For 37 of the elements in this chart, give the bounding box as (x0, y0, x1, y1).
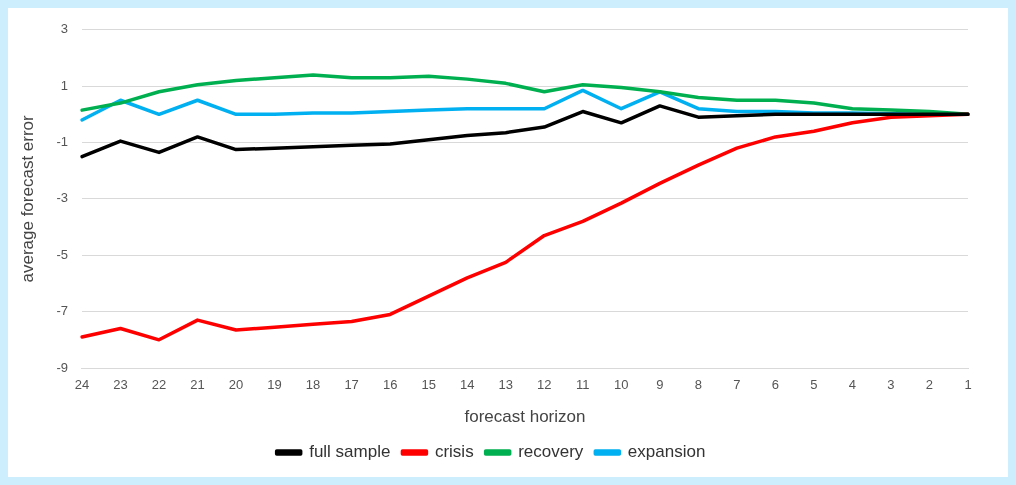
x-tick-label: 6 (771, 377, 779, 393)
x-tick-label: 18 (305, 377, 321, 393)
x-tick-label: 22 (151, 377, 167, 393)
x-tick-label: 7 (733, 377, 741, 393)
y-tick-label: 1 (60, 77, 68, 93)
x-tick-label: 17 (344, 377, 359, 393)
x-tick-label: 9 (656, 377, 664, 393)
y-tick-label: -7 (56, 303, 68, 319)
y-tick-label: -1 (56, 134, 68, 150)
x-tick-label: 3 (887, 377, 895, 393)
x-tick-label: 15 (421, 377, 436, 393)
x-tick-label: 12 (537, 377, 552, 393)
x-tick-label: 19 (267, 377, 282, 393)
x-tick-label: 21 (190, 377, 205, 393)
x-tick-label: 2 (925, 377, 934, 393)
x-tick-label: 24 (74, 377, 90, 393)
x-tick-label: 20 (228, 377, 244, 393)
y-tick-label: -3 (56, 190, 68, 206)
legend-label: recovery (518, 442, 584, 462)
x-tick-label: 8 (694, 377, 702, 393)
legend-label: full sample (309, 442, 391, 462)
x-tick-label: 1 (964, 377, 972, 393)
x-tick-label: 13 (498, 377, 513, 393)
y-axis-title: average forecast error (17, 114, 37, 283)
x-tick-label: 4 (848, 377, 857, 393)
x-axis-title: forecast horizon (464, 407, 586, 427)
x-tick-label: 14 (459, 377, 475, 393)
y-tick-label: -5 (56, 246, 68, 262)
x-tick-label: 10 (614, 377, 629, 393)
y-tick-label: -9 (56, 359, 68, 375)
x-tick-label: 5 (810, 377, 818, 393)
x-tick-label: 11 (576, 377, 590, 393)
legend-label: crisis (434, 442, 474, 462)
x-tick-label: 16 (382, 377, 398, 393)
y-tick-label: 3 (60, 21, 68, 37)
legend-label: expansion (627, 442, 706, 462)
x-tick-label: 23 (113, 377, 128, 393)
